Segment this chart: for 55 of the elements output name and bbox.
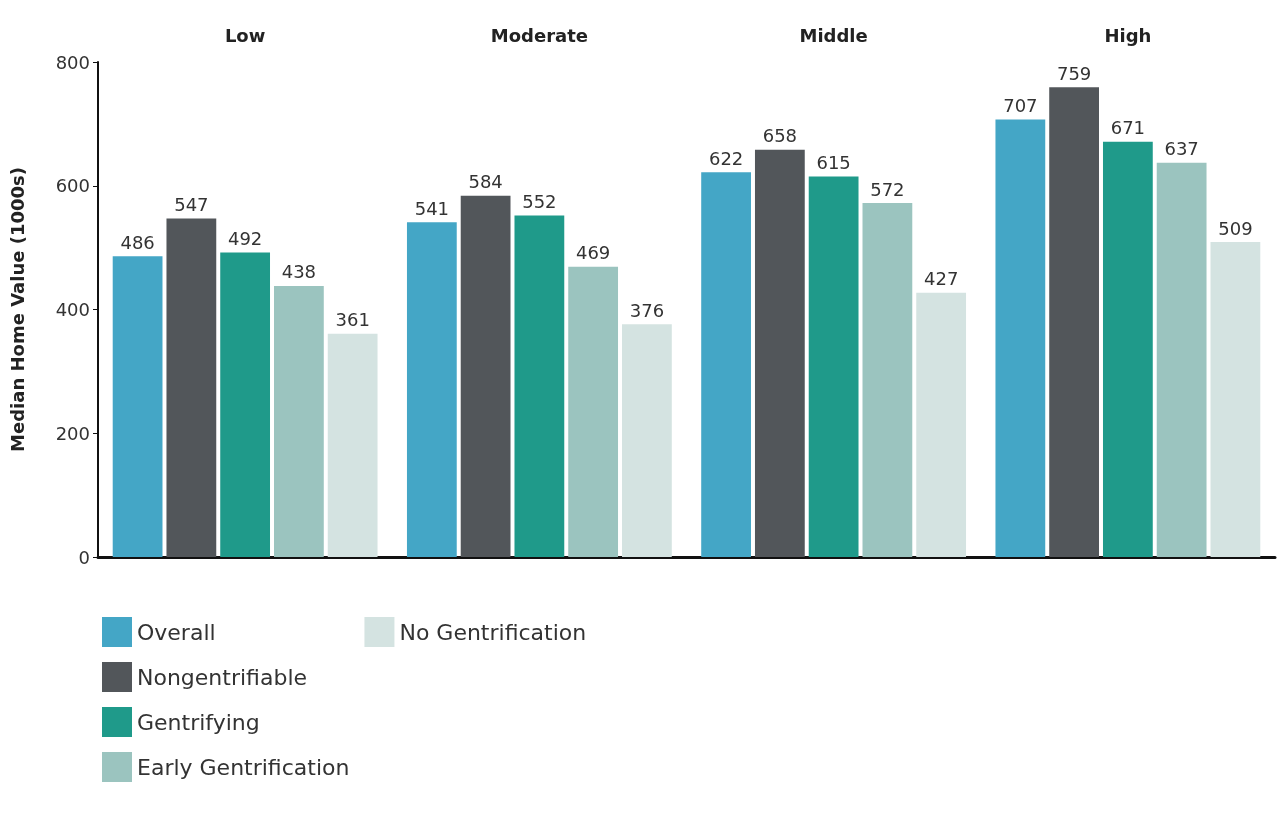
- x-tick-label: High: [1104, 24, 1152, 46]
- data-label: 671: [1110, 117, 1146, 139]
- y-tick-label: 400: [55, 299, 90, 320]
- data-label: 492: [227, 228, 263, 250]
- x-tick-label: Middle: [799, 24, 868, 46]
- legend-label: Gentrifying: [137, 709, 260, 735]
- bar: [166, 218, 217, 557]
- bar: [862, 203, 913, 557]
- data-label: 615: [816, 151, 851, 173]
- y-tick-label: 200: [55, 422, 90, 444]
- bar: [916, 292, 967, 557]
- data-label: 547: [174, 194, 209, 216]
- y-tick-label: 800: [55, 51, 90, 73]
- bar: [808, 176, 859, 557]
- data-label: 572: [870, 178, 905, 200]
- bar: [701, 172, 751, 557]
- data-label: 622: [708, 147, 744, 169]
- x-tick-label: Moderate: [490, 24, 588, 46]
- data-label: 427: [923, 268, 959, 290]
- data-label: 469: [575, 242, 611, 264]
- bar: [406, 222, 457, 557]
- bar: [327, 333, 378, 557]
- data-label: 707: [1003, 95, 1038, 117]
- bar: [460, 195, 511, 557]
- data-label: 509: [1218, 217, 1253, 239]
- bar: [1210, 242, 1261, 557]
- legend-label: No Gentrification: [399, 619, 587, 645]
- bar: [568, 266, 619, 557]
- data-label: 584: [468, 171, 503, 193]
- data-label: 541: [414, 197, 450, 219]
- legend-label: Overall: [137, 619, 216, 645]
- data-label: 486: [120, 231, 155, 253]
- y-tick-label: 0: [78, 546, 90, 568]
- bar: [622, 324, 672, 557]
- data-label: 552: [522, 190, 557, 212]
- legend-label: Nongentrifiable: [137, 664, 308, 690]
- x-tick-label: Low: [224, 24, 266, 46]
- y-tick-label: 600: [55, 175, 90, 197]
- bar: [220, 252, 271, 557]
- data-label: 376: [629, 299, 665, 321]
- data-label: 759: [1056, 62, 1092, 84]
- bar: [112, 256, 163, 557]
- bar: [1156, 162, 1207, 557]
- data-label: 658: [762, 125, 798, 147]
- bar: [754, 149, 805, 557]
- data-label: 438: [281, 261, 317, 283]
- bar: [514, 215, 565, 557]
- y-axis-title: Median Home Value (1000s): [6, 167, 28, 452]
- bar: [1049, 87, 1099, 557]
- data-label: 361: [335, 309, 370, 331]
- bar: [1102, 141, 1153, 557]
- bar: [995, 119, 1046, 557]
- legend-label: Early Gentrification: [137, 754, 350, 780]
- bar: [274, 285, 324, 557]
- data-label: 637: [1164, 138, 1199, 160]
